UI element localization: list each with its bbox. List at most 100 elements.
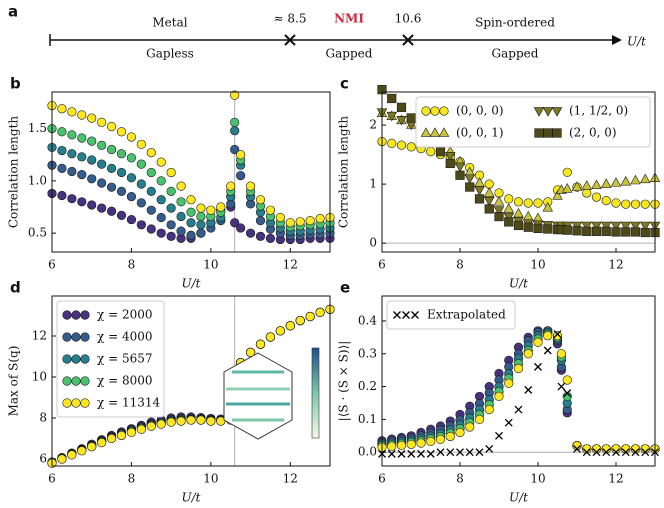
marker [630,199,641,209]
marker [305,311,315,322]
marker [591,226,602,236]
marker [557,382,566,391]
legend-label: χ = 11314 [97,396,160,410]
marker [563,389,572,398]
marker [67,130,77,140]
x-tick-label: 8 [128,258,136,272]
marker [285,218,295,228]
marker [295,217,305,227]
marker [611,444,621,454]
marker [543,128,553,138]
marker [493,196,505,206]
marker [62,376,72,386]
y-tick-label: 0.0 [358,445,377,459]
marker [176,416,186,426]
marker [620,221,631,232]
marker [411,311,419,319]
legend-box [56,300,165,418]
marker [465,448,474,457]
marker [581,221,592,232]
marker [474,177,485,187]
marker [136,220,146,230]
axis-label: U/t [627,35,646,49]
marker [393,311,401,319]
marker [80,354,90,364]
marker [439,106,449,116]
x-tick-label: 10 [530,258,545,272]
marker [494,211,504,222]
marker [513,207,524,218]
marker [71,398,81,408]
marker [523,210,534,221]
marker [612,448,620,457]
marker [255,195,266,205]
marker [475,448,484,457]
phase-name: Metal [152,16,187,30]
y-axis-label: Correlation length [337,116,351,229]
marker [87,136,97,146]
marker [630,221,641,232]
marker [295,316,305,326]
marker [552,190,563,200]
marker [166,203,176,213]
marker [640,444,650,454]
marker [445,158,455,169]
marker [611,198,621,208]
marker [176,226,186,236]
marker [562,375,572,385]
marker [552,331,563,341]
marker [126,132,137,142]
inset-stripes [226,370,290,422]
marker [116,186,127,196]
marker [106,144,117,155]
marker [485,444,494,453]
series [377,331,660,454]
marker [255,216,266,226]
marker [387,449,396,458]
marker [136,198,146,208]
marker [591,221,602,232]
marker [106,433,117,444]
marker [435,147,446,157]
boundary-label: ≈ 8.5 [274,12,307,26]
marker [494,391,504,402]
marker [631,448,640,457]
marker [602,448,611,457]
series [47,90,335,228]
marker [591,179,602,190]
marker [146,421,156,431]
x-tick-label: 12 [283,258,298,272]
x-tick-label: 6 [378,258,386,272]
marker [533,337,543,347]
marker [255,231,266,241]
marker [543,224,553,234]
y-tick-label: 0.5 [28,226,47,240]
marker [236,171,246,181]
marker [504,217,514,227]
marker [455,427,465,438]
x-tick-label: 12 [283,472,298,486]
marker [630,174,641,185]
marker [186,195,196,205]
marker [87,174,97,184]
marker [484,404,494,415]
marker [315,213,325,224]
marker [513,220,524,231]
marker [426,436,436,446]
marker [435,434,446,445]
marker [640,199,650,209]
marker [77,197,87,207]
x-tick-label: 6 [48,258,56,272]
marker [407,449,416,458]
marker [426,449,435,458]
marker [445,431,455,442]
marker [57,163,67,173]
marker [97,117,107,127]
marker [230,218,240,228]
marker [126,173,137,183]
x-tick-label: 6 [48,472,56,486]
marker [562,183,573,193]
marker [87,442,97,452]
marker [71,376,81,386]
marker [426,147,436,157]
